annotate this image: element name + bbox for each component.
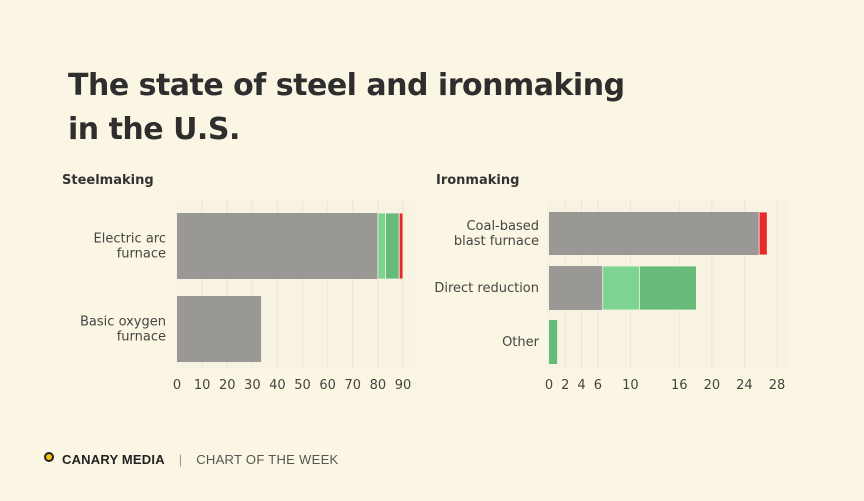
chart-2-tick-label: 0 bbox=[545, 378, 553, 393]
chart-1-tick-label: 50 bbox=[294, 378, 311, 393]
chart-1-bar-1-segment-1 bbox=[177, 213, 378, 279]
chart-2-bar-2-segment-2 bbox=[602, 265, 640, 311]
chart-2-bar-1-segment-1 bbox=[549, 212, 760, 255]
chart-2-tick-label: 24 bbox=[736, 378, 753, 393]
chart-1-bar-1-segment-4 bbox=[398, 212, 404, 280]
footer-separator: | bbox=[178, 452, 183, 467]
chart-2-panel-title: Ironmaking bbox=[436, 173, 519, 188]
chart-1-tick-label: 0 bbox=[173, 378, 181, 393]
chart-1-tick-label: 80 bbox=[370, 378, 387, 393]
chart-2-tick-label: 2 bbox=[561, 378, 569, 393]
chart-title-line-2: in the U.S. bbox=[68, 112, 240, 147]
chart-1-tick-label: 40 bbox=[269, 378, 286, 393]
chart-1-category-label: Basic oxygen bbox=[80, 315, 166, 330]
footer: CANARY MEDIA | CHART OF THE WEEK bbox=[44, 451, 339, 467]
chart-title: The state of steel and ironmaking in the… bbox=[68, 64, 625, 152]
chart-1-bar-1-segment-3 bbox=[385, 212, 400, 280]
chart-2-bar-1-segment-2 bbox=[758, 211, 768, 256]
chart-2-tick-label: 10 bbox=[622, 378, 639, 393]
chart-1-bar-2-segment-1 bbox=[177, 296, 262, 362]
chart-1-tick-label: 60 bbox=[319, 378, 336, 393]
chart-2-tick-label: 16 bbox=[671, 378, 688, 393]
chart-2-bar-3-segment-1 bbox=[549, 320, 558, 364]
canary-logo-icon bbox=[44, 451, 54, 462]
chart-1-tick-label: 20 bbox=[219, 378, 236, 393]
chart-1-tick-label: 10 bbox=[194, 378, 211, 393]
chart-2-category-label: blast furnace bbox=[454, 234, 539, 249]
chart-2-tick-label: 28 bbox=[769, 378, 786, 393]
chart-2-tick-label: 6 bbox=[594, 378, 602, 393]
footer-tagline: CHART OF THE WEEK bbox=[196, 452, 339, 467]
chart-2-category-label: Direct reduction bbox=[434, 281, 539, 296]
chart-1-category-label: Electric arc bbox=[94, 232, 166, 247]
chart-2-bar-2-segment-1 bbox=[549, 266, 603, 310]
chart-2-category-label: Coal-based bbox=[466, 219, 539, 234]
chart-1-tick-label: 30 bbox=[244, 378, 261, 393]
chart-title-line-1: The state of steel and ironmaking bbox=[68, 68, 625, 103]
brand-name: CANARY MEDIA bbox=[62, 452, 165, 467]
chart-1-panel-title: Steelmaking bbox=[62, 173, 154, 188]
chart-2-tick-label: 20 bbox=[704, 378, 721, 393]
chart-2-bar-2-segment-3 bbox=[638, 265, 697, 311]
chart-1-tick-label: 70 bbox=[345, 378, 362, 393]
chart-1-tick-label: 90 bbox=[395, 378, 412, 393]
chart-1-bar-1-segment-2 bbox=[377, 212, 386, 280]
chart-1-category-label: furnace bbox=[117, 247, 166, 262]
chart-1-category-label: furnace bbox=[117, 330, 166, 345]
chart-2-category-label: Other bbox=[502, 335, 540, 350]
chart-2-tick-label: 4 bbox=[577, 378, 585, 393]
